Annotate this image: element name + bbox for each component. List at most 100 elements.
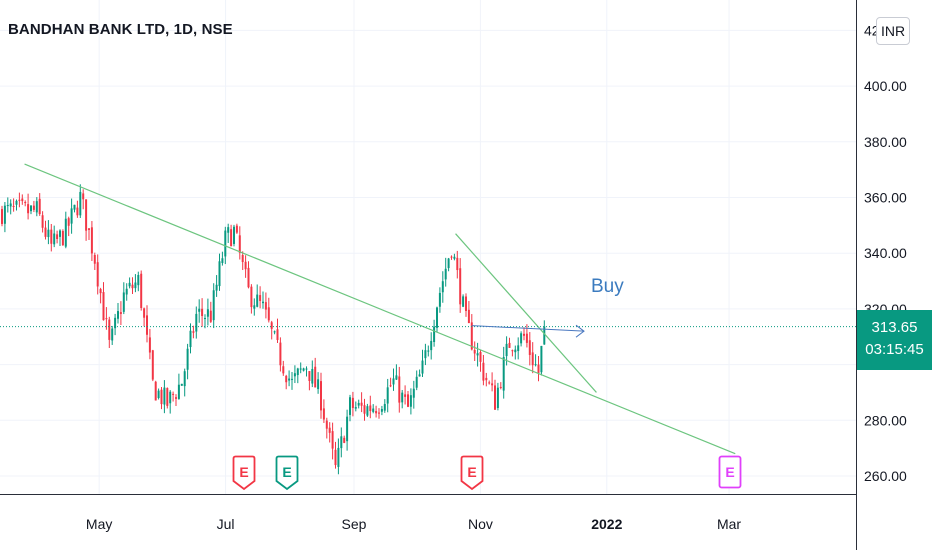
earnings-letter: E — [282, 464, 291, 480]
candle-body — [270, 322, 273, 329]
candle-body — [259, 295, 262, 301]
candle-body — [227, 227, 230, 233]
candle-body — [476, 353, 479, 356]
bar-countdown: 03:15:45 — [865, 341, 924, 358]
candle-body — [140, 273, 143, 308]
earnings-marker[interactable]: E — [232, 455, 256, 491]
candle-body — [180, 383, 183, 386]
candle-body — [380, 408, 383, 412]
candle-body — [317, 379, 320, 390]
candle-body — [415, 376, 418, 388]
candle-body — [470, 322, 473, 350]
candle-body — [465, 296, 467, 311]
candle-body — [79, 191, 82, 216]
x-tick-label: 2022 — [591, 516, 622, 532]
candle-body — [386, 387, 389, 404]
currency-button[interactable]: INR — [876, 17, 910, 45]
candle-body — [328, 427, 331, 433]
trendline — [24, 163, 736, 455]
earnings-marker[interactable]: E — [718, 455, 742, 489]
candle-body — [424, 350, 427, 359]
candle-body — [279, 342, 282, 366]
candle-body — [340, 436, 343, 449]
candle-body — [436, 307, 438, 328]
candle-body — [357, 402, 360, 406]
candle-body — [302, 368, 305, 371]
candle-body — [427, 350, 430, 352]
x-tick-label: Jul — [217, 516, 235, 532]
candle-body — [398, 376, 401, 403]
candle-body — [41, 215, 44, 228]
candle-body — [61, 230, 64, 246]
candle-body — [85, 199, 88, 231]
candle-body — [325, 420, 328, 429]
y-tick-label: 400.00 — [864, 78, 907, 94]
symbol-title[interactable]: BANDHAN BANK LTD, 1D, NSE — [8, 21, 233, 38]
candle-body — [525, 333, 528, 343]
candle-body — [343, 437, 346, 443]
candle-body — [273, 331, 276, 333]
candle-body — [409, 395, 412, 407]
candle-body — [30, 205, 32, 212]
candle-body — [131, 284, 134, 289]
trendline — [455, 233, 597, 393]
candle-body — [198, 308, 201, 312]
candle-body — [250, 286, 253, 308]
y-tick-label: 360.00 — [864, 190, 907, 206]
candle-body — [247, 267, 250, 288]
earnings-marker[interactable]: E — [460, 455, 484, 491]
candle-body — [215, 284, 218, 291]
candle-body — [511, 350, 514, 352]
candle-body — [256, 294, 259, 307]
candle-body — [456, 257, 459, 271]
candle-body — [491, 383, 494, 386]
candle-body — [157, 390, 160, 398]
candle-body — [462, 296, 465, 307]
candle-body — [438, 292, 441, 307]
candle-body — [502, 357, 505, 391]
earnings-badge — [232, 455, 256, 491]
candle-body — [305, 368, 308, 370]
candle-body — [308, 371, 311, 381]
candle-body — [177, 384, 180, 399]
candle-body — [482, 362, 485, 381]
candle-body — [488, 382, 491, 384]
candle-body — [125, 288, 128, 295]
candle-body — [337, 447, 340, 467]
candle-body — [44, 227, 47, 237]
candle-body — [291, 378, 293, 380]
candle-body — [96, 262, 99, 287]
earnings-marker[interactable]: E — [275, 455, 299, 491]
candle-body — [528, 340, 531, 355]
x-tick-label: May — [86, 516, 112, 532]
y-tick-label: 340.00 — [864, 245, 907, 261]
candle-body — [523, 333, 525, 336]
candle-body — [447, 258, 450, 269]
candle-body — [76, 207, 79, 216]
candle-body — [253, 305, 256, 309]
candle-body — [9, 203, 12, 207]
earnings-letter: E — [239, 464, 248, 480]
candle-body — [183, 371, 186, 387]
candle-body — [334, 449, 337, 466]
candle-body — [543, 326, 546, 345]
candle-body — [404, 394, 407, 397]
candle-body — [479, 351, 482, 362]
candle-body — [27, 204, 30, 214]
candle-body — [108, 319, 111, 340]
candle-body — [128, 282, 131, 287]
candle-body — [163, 387, 166, 405]
arrow-shaft — [472, 325, 585, 332]
candle-body — [12, 205, 15, 207]
candle-body — [314, 366, 317, 388]
y-tick-label: 380.00 — [864, 134, 907, 150]
candle-body — [209, 310, 212, 322]
earnings-badge — [275, 455, 299, 491]
candle-body — [262, 301, 264, 304]
candle-body — [392, 378, 395, 385]
candle-body — [473, 349, 476, 354]
candle-body — [134, 282, 137, 289]
candle-body — [288, 378, 291, 381]
candle-body — [514, 349, 517, 353]
